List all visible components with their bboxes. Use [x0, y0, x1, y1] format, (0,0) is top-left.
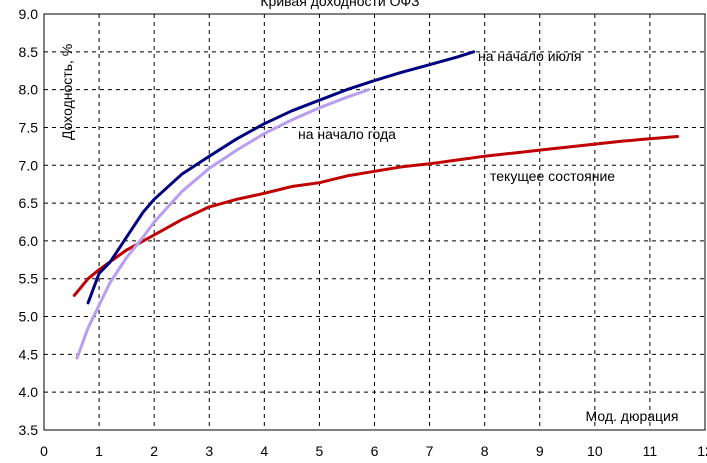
tick-labels: 01234567891011123.54.04.55.05.56.06.57.0… [19, 6, 707, 459]
x-tick-label: 1 [95, 443, 103, 459]
series-label-year-start: на начало года [298, 126, 396, 142]
y-tick-label: 4.5 [19, 346, 39, 362]
x-tick-label: 7 [426, 443, 434, 459]
x-tick-label: 5 [316, 443, 324, 459]
series-line-1 [75, 88, 371, 360]
x-tick-label: 0 [40, 443, 48, 459]
chart-title: Кривая доходности ОФЗ [260, 0, 419, 9]
x-tick-label: 3 [205, 443, 213, 459]
y-axis-label: Доходность, % [59, 44, 75, 140]
y-tick-label: 6.0 [19, 233, 39, 249]
x-tick-label: 10 [587, 443, 603, 459]
y-tick-label: 7.0 [19, 157, 39, 173]
y-tick-label: 8.5 [19, 44, 39, 60]
y-tick-label: 3.5 [19, 422, 39, 438]
x-tick-label: 12 [697, 443, 707, 459]
y-tick-label: 4.0 [19, 384, 39, 400]
y-tick-label: 6.5 [19, 195, 39, 211]
series-label-current: текущее состояние [490, 168, 615, 184]
x-tick-label: 11 [643, 443, 658, 459]
x-tick-label: 9 [536, 443, 544, 459]
y-tick-label: 9.0 [19, 6, 39, 22]
series-line-0 [86, 50, 476, 305]
x-tick-label: 6 [371, 443, 379, 459]
series-layer [72, 50, 679, 360]
y-tick-label: 5.5 [19, 271, 39, 287]
x-tick-label: 8 [481, 443, 489, 459]
y-tick-label: 7.5 [19, 119, 39, 135]
x-axis-label: Мод. дюрация [586, 408, 679, 424]
x-tick-label: 2 [150, 443, 158, 459]
series-line-2 [72, 135, 679, 297]
x-tick-label: 4 [260, 443, 268, 459]
y-tick-label: 8.0 [19, 82, 39, 98]
series-label-july: на начало июля [478, 48, 581, 64]
y-tick-label: 5.0 [19, 309, 39, 325]
